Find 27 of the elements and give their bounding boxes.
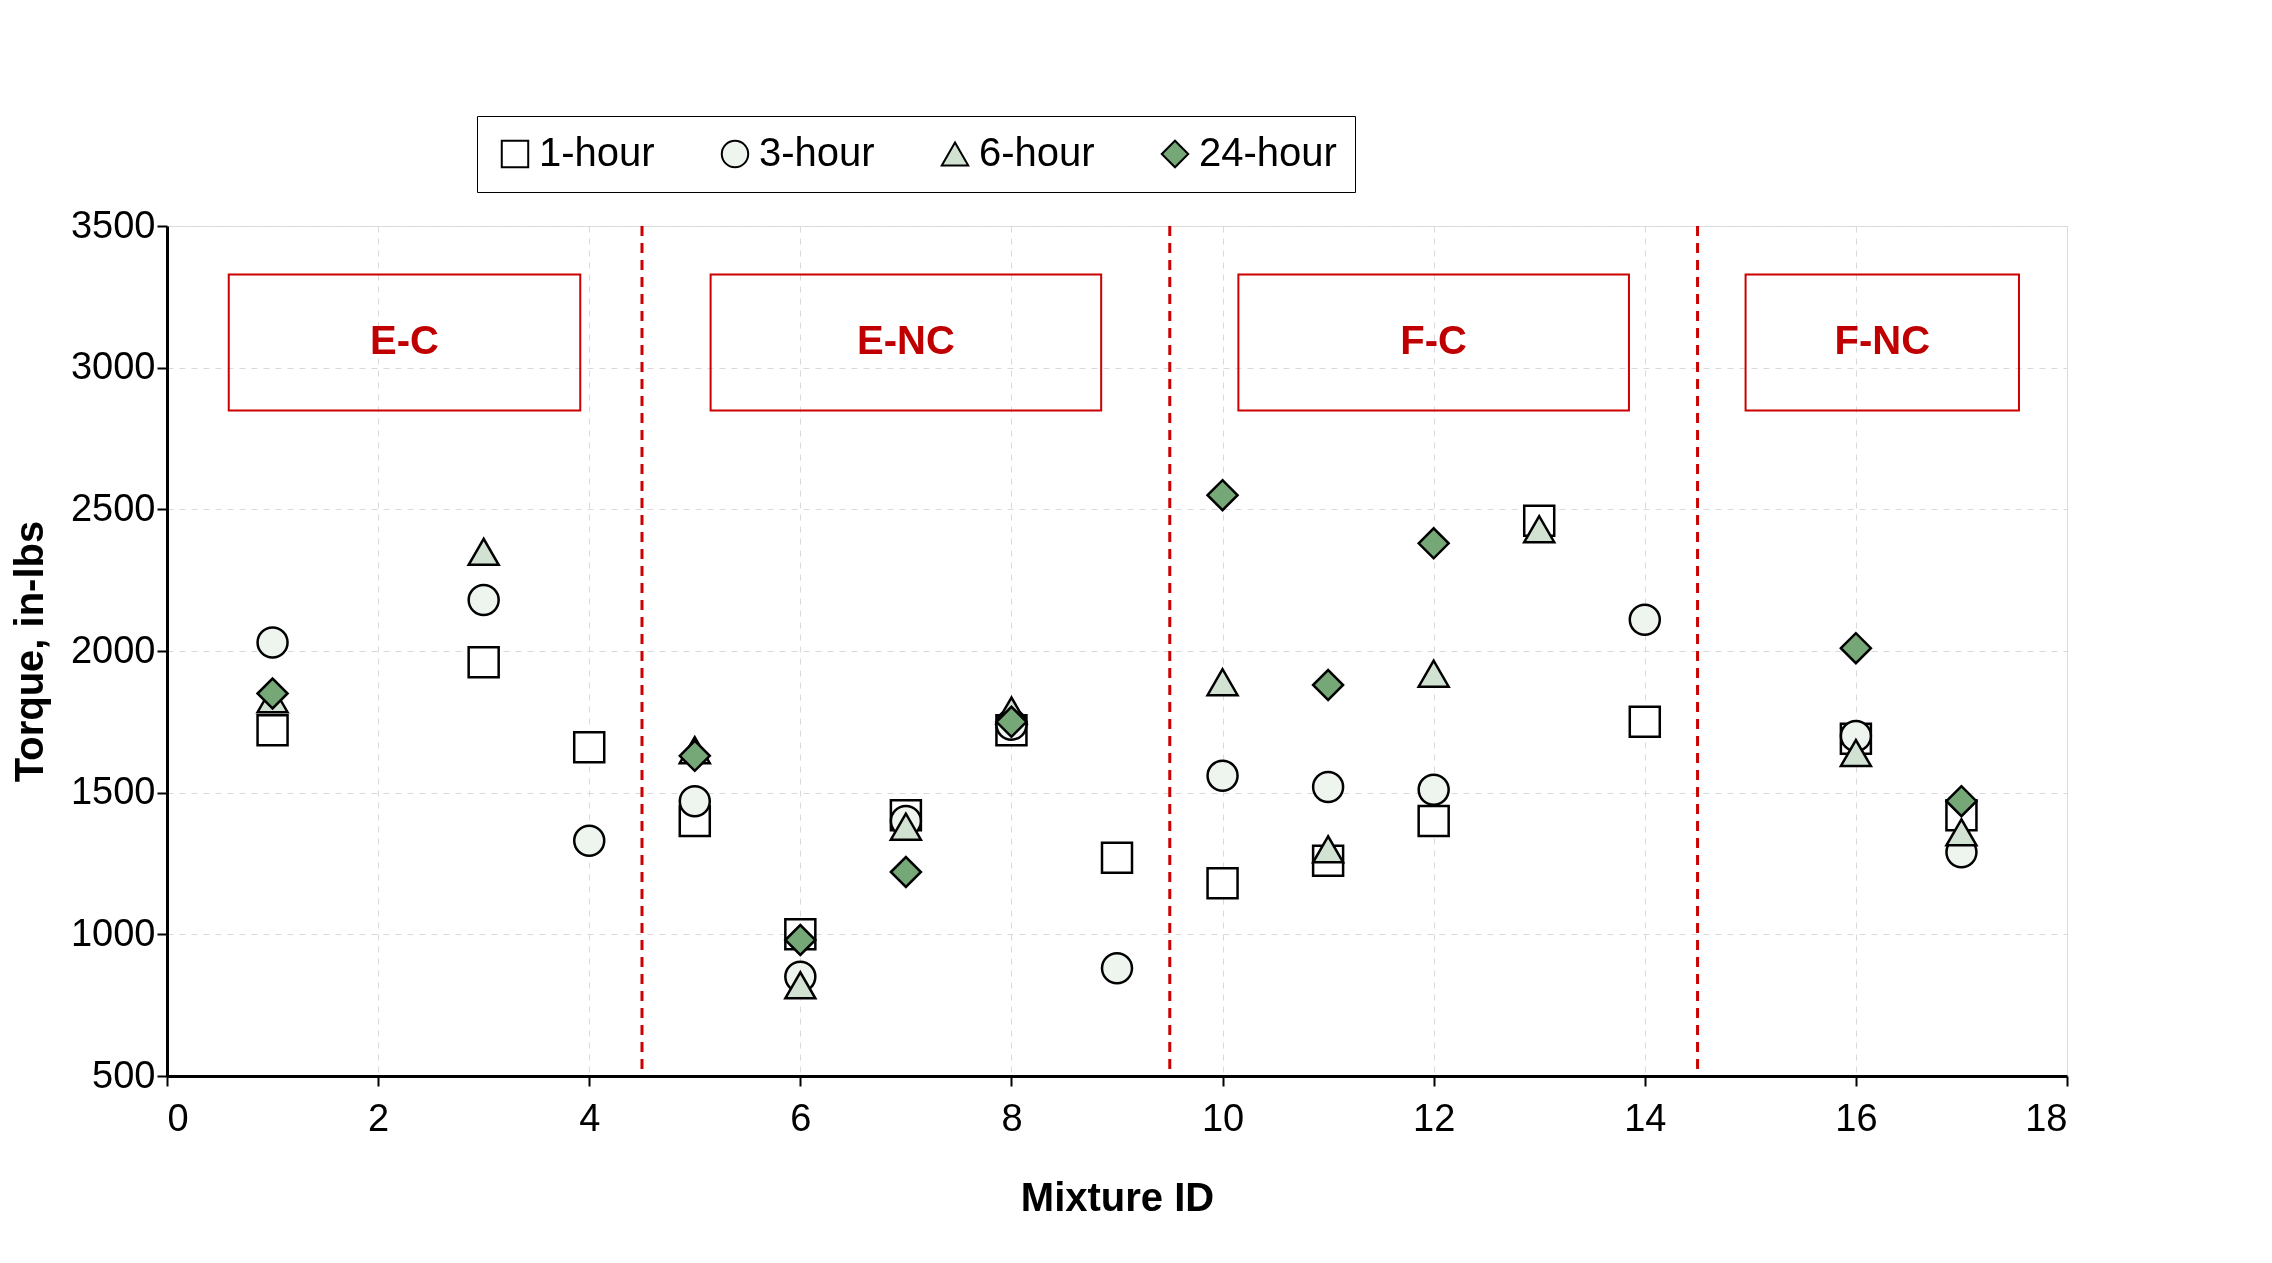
x-axis-title: Mixture ID — [1020, 1174, 1215, 1219]
x-tick-label: 10 — [1201, 1096, 1245, 1139]
x-tick-label: 16 — [1835, 1096, 1878, 1139]
y-tick-label: 1500 — [70, 770, 156, 813]
x-tick-label: 18 — [2025, 1096, 2068, 1139]
y-tick-label: 1000 — [70, 911, 156, 954]
legend-label: 1-hour — [539, 130, 655, 174]
x-tick-label: 8 — [1001, 1096, 1023, 1139]
y-axis-title: Torque, in-lbs — [6, 520, 51, 783]
annotation: F-NC — [1834, 318, 1931, 363]
y-tick-label: 3500 — [70, 203, 156, 246]
y-tick-label: 500 — [92, 1053, 156, 1096]
x-tick-label: 14 — [1624, 1096, 1667, 1139]
y-tick-label: 3000 — [70, 345, 156, 388]
x-tick-label: 2 — [368, 1096, 390, 1139]
annotation: F-C — [1400, 318, 1467, 363]
x-tick-label: 6 — [790, 1096, 812, 1139]
legend-label: 3-hour — [759, 130, 875, 174]
x-tick-label: 0 — [167, 1096, 189, 1139]
legend-label: 24-hour — [1199, 130, 1337, 174]
annotation: E-NC — [857, 318, 955, 363]
y-tick-label: 2000 — [70, 628, 156, 671]
x-tick-label: 12 — [1413, 1096, 1456, 1139]
y-tick-label: 2500 — [70, 486, 156, 529]
annotation: E-C — [370, 318, 439, 363]
legend-label: 6-hour — [979, 130, 1095, 174]
x-tick-label: 4 — [579, 1096, 601, 1139]
